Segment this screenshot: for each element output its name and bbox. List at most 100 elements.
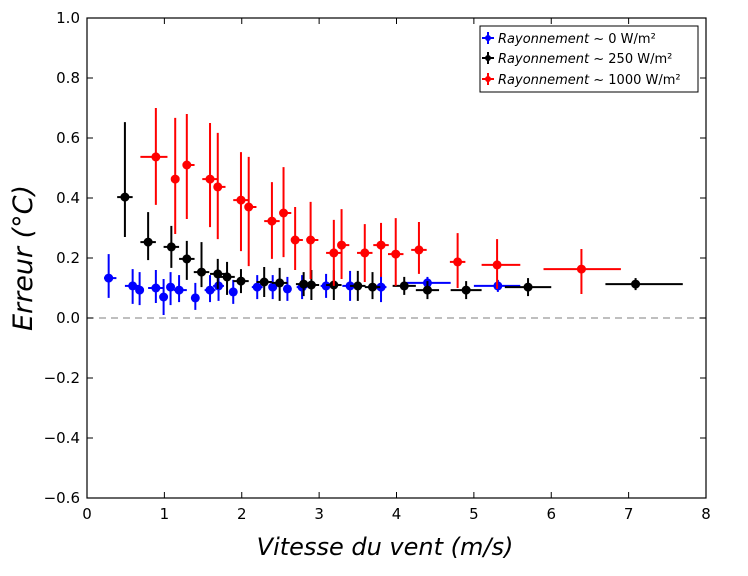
point-marker	[337, 240, 347, 250]
y-tick-label: 1.0	[56, 9, 80, 27]
point-marker	[120, 192, 130, 202]
data-point	[159, 279, 169, 315]
data-point	[256, 267, 272, 297]
data-point	[173, 275, 187, 303]
data-point	[543, 249, 621, 294]
legend-label-rest: ~ 0 W/m²	[589, 32, 656, 47]
data-point	[364, 272, 381, 300]
legend-label-rest: ~ 250 W/m²	[589, 52, 672, 67]
point-marker	[306, 235, 316, 245]
point-marker	[299, 279, 309, 289]
point-marker	[252, 282, 262, 292]
legend-entry-1: Rayonnement ~ 250 W/m²	[482, 52, 672, 67]
legend-marker-dot	[485, 76, 491, 82]
point-marker	[391, 249, 401, 259]
y-tick-label: 0.4	[56, 189, 80, 207]
data-point	[244, 156, 257, 267]
point-marker	[414, 245, 424, 255]
point-marker	[290, 235, 300, 245]
data-point	[450, 281, 482, 300]
point-marker	[182, 160, 192, 170]
data-point	[202, 123, 218, 228]
data-point	[233, 269, 249, 294]
point-marker	[275, 278, 285, 288]
point-marker	[205, 285, 215, 295]
series-1	[117, 122, 683, 301]
x-tick-label: 7	[624, 505, 634, 523]
x-axis-title: Vitesse du vent (m/s)	[257, 533, 514, 561]
point-marker	[222, 272, 232, 282]
data-point	[104, 254, 117, 298]
data-point	[350, 270, 366, 301]
data-point	[411, 222, 427, 274]
point-marker	[492, 260, 502, 270]
point-marker	[228, 287, 238, 297]
data-point	[387, 218, 404, 286]
data-point	[170, 117, 180, 234]
y-tick-label: −0.2	[44, 369, 80, 387]
point-marker	[376, 282, 386, 292]
point-marker	[523, 282, 533, 292]
data-point	[271, 267, 288, 301]
point-marker	[422, 285, 432, 295]
legend-marker-dot	[485, 35, 491, 41]
x-tick-label: 0	[82, 505, 92, 523]
point-marker	[205, 174, 215, 184]
point-marker	[143, 237, 153, 247]
y-tick-label: 0.0	[56, 309, 80, 327]
point-marker	[267, 216, 277, 226]
data-point	[481, 239, 521, 289]
data-point	[204, 275, 216, 303]
point-marker	[576, 264, 586, 274]
legend-label-italic: Rayonnement	[498, 52, 590, 67]
data-point	[193, 242, 210, 288]
y-ticks-group: −0.6 −0.4 −0.2 0.0 0.2 0.4 0.6 0.8 1.0	[44, 9, 706, 507]
legend-box	[479, 25, 699, 93]
legend-entry-0: Rayonnement ~ 0 W/m²	[482, 32, 656, 47]
point-marker	[259, 277, 269, 287]
data-point	[148, 270, 164, 303]
x-tick-label: 8	[701, 505, 711, 523]
point-marker	[353, 281, 363, 291]
y-tick-label: 0.6	[56, 129, 80, 147]
point-marker	[279, 208, 289, 218]
point-marker	[244, 202, 254, 212]
point-marker	[360, 248, 370, 258]
data-point	[306, 201, 319, 279]
data-point	[140, 108, 168, 205]
data-point	[264, 182, 280, 259]
data-point	[268, 275, 278, 300]
legend-marker-red-icon	[482, 73, 494, 85]
point-marker	[399, 281, 409, 291]
data-point	[179, 240, 195, 280]
data-point	[449, 233, 466, 288]
data-point	[135, 272, 145, 306]
point-marker	[368, 282, 378, 292]
legend-label-rest: ~ 1000 W/m²	[589, 73, 680, 88]
data-point	[213, 132, 226, 240]
point-marker	[631, 279, 641, 289]
x-tick-label: 1	[160, 505, 170, 523]
y-axis-title: Erreur (°C)	[8, 185, 39, 331]
point-marker	[329, 248, 339, 258]
series-2	[140, 108, 621, 294]
data-point	[357, 224, 373, 282]
data-point	[290, 207, 303, 270]
y-tick-label: 0.8	[56, 69, 80, 87]
data-point	[337, 209, 350, 279]
legend-label-italic: Rayonnement	[498, 73, 590, 88]
point-marker	[170, 174, 180, 184]
point-marker	[190, 293, 200, 303]
x-ticks-group: 0 1 2 3 4 5 6 7 8	[82, 18, 711, 523]
point-marker	[151, 152, 161, 162]
data-point	[373, 222, 389, 277]
legend-marker-black-icon	[482, 52, 494, 64]
svg-text:Rayonnement ~ 1000 W/m²: Rayonnement ~ 1000 W/m²	[498, 73, 681, 88]
point-marker	[236, 276, 246, 286]
point-marker	[213, 182, 223, 192]
data-point	[140, 212, 156, 261]
data-point	[163, 225, 180, 268]
x-tick-label: 6	[546, 505, 556, 523]
point-marker	[151, 283, 161, 293]
